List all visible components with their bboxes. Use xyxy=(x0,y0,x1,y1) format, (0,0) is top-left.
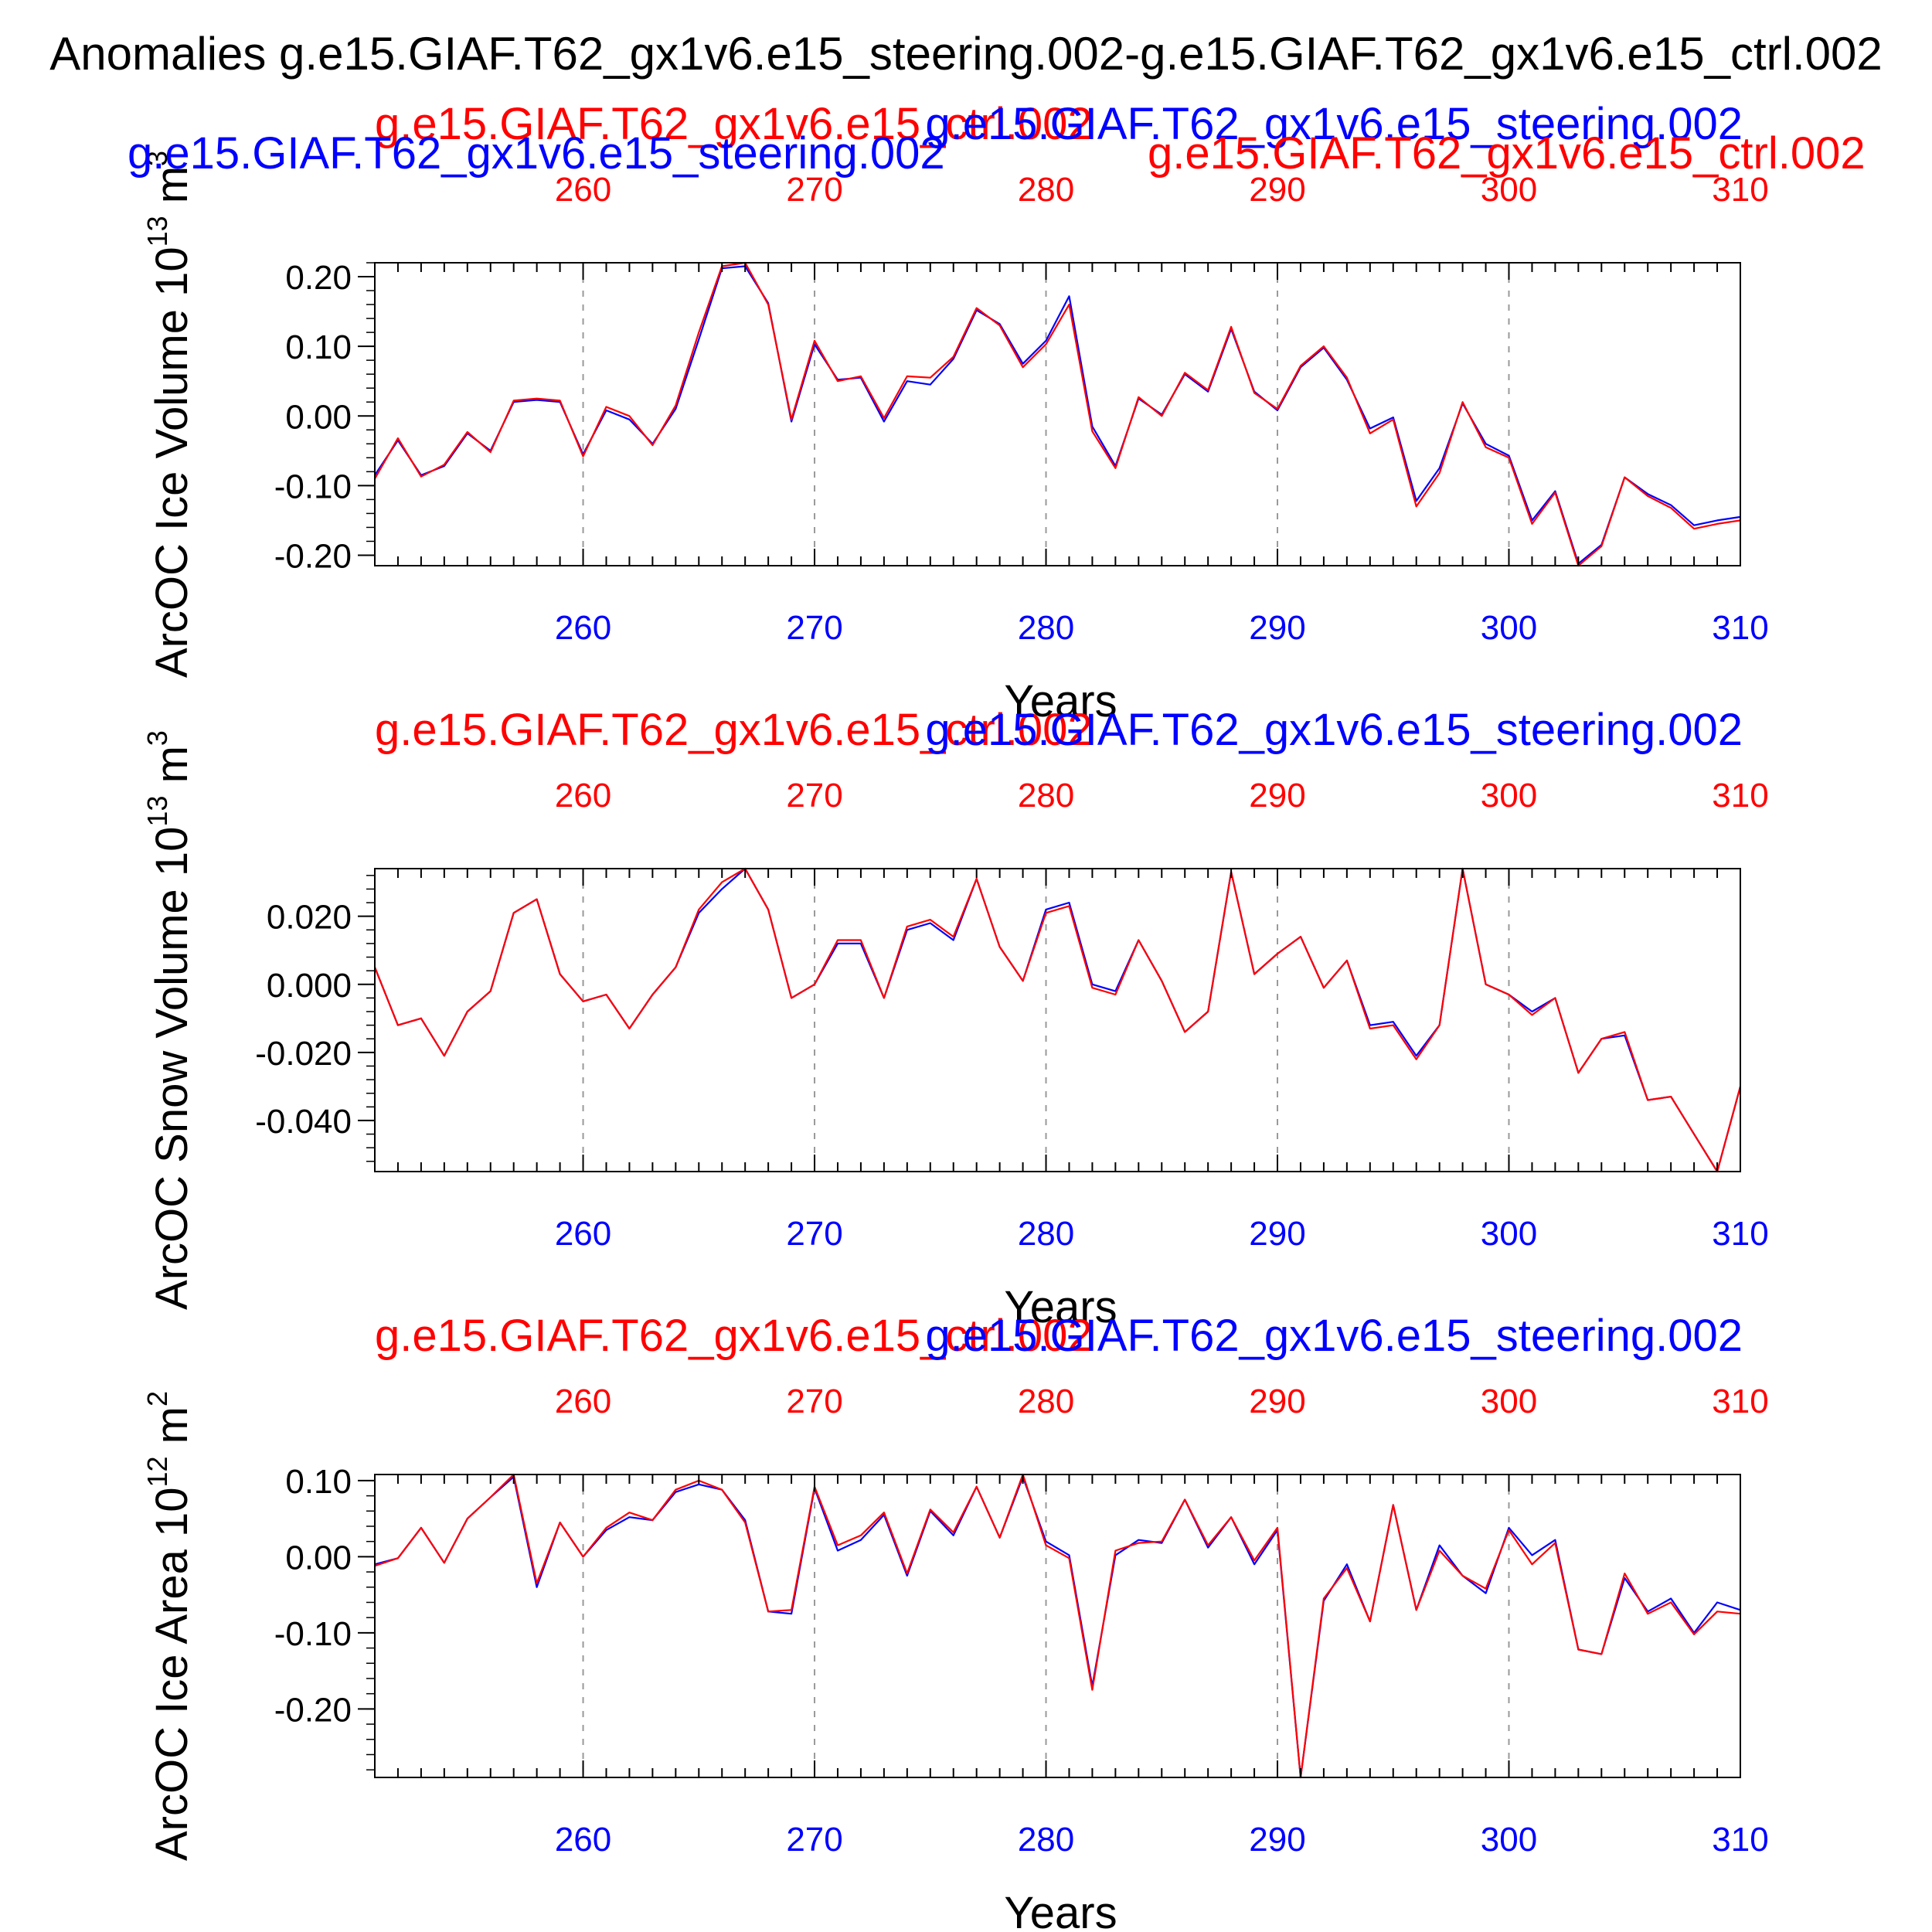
ylabel-unit-exponent: 2 xyxy=(141,1391,173,1406)
ytick-label-1: 0.00 xyxy=(285,1539,352,1577)
xtick-label-top-280: 280 xyxy=(1018,1383,1074,1420)
ylabel-main: ArcOC Snow Volume 10 xyxy=(147,827,197,1310)
ytick-label-1: 0.10 xyxy=(285,328,352,366)
ylabel-unit: m xyxy=(147,166,197,216)
ylabel-exponent: 13 xyxy=(141,216,173,247)
ytick-label-1: 0.000 xyxy=(267,967,352,1005)
xtick-label-bottom-270: 270 xyxy=(786,1215,842,1253)
series-label-exp-extra: g.e15.GIAF.T62_gx1v6.e15_steering.002 xyxy=(128,128,945,179)
xtick-label-bottom-290: 290 xyxy=(1249,1821,1305,1859)
ytick-label-3: -0.040 xyxy=(255,1103,352,1141)
panel-ice-volume: 0.20 0.10 0.00 -0.10 -0.20 260 260 270 270 280 280… xyxy=(128,99,1866,726)
xtick-label-bottom-300: 300 xyxy=(1481,1215,1537,1253)
xtick-label-top-270: 270 xyxy=(786,777,842,815)
ytick-label-2: -0.10 xyxy=(274,1615,352,1653)
xtick-label-top-290: 290 xyxy=(1249,1383,1305,1420)
ylabel-snow-volume: ArcOC Snow Volume 1013 m3 xyxy=(141,730,197,1310)
xtick-label-top-300: 300 xyxy=(1481,777,1537,815)
xtick-label-top-260: 260 xyxy=(555,171,611,209)
series-label-ctrl-snow-volume: g.e15.GIAF.T62_gx1v6.e15_ctrl.002 xyxy=(375,705,1093,755)
series-line-ctrl-ice-area xyxy=(374,1473,1741,1779)
ytick-label-0: 0.20 xyxy=(285,259,352,297)
series-label-ctrl-ice-volume: g.e15.GIAF.T62_gx1v6.e15_ctrl.002 xyxy=(375,99,1093,149)
ylabel-main: ArcOC Ice Volume 10 xyxy=(147,247,197,678)
xtick-label-top-270: 270 xyxy=(786,171,842,209)
plot-frame-ice-volume xyxy=(374,262,1741,566)
ytick-label-2: 0.00 xyxy=(285,398,352,436)
xtick-label-top-280: 280 xyxy=(1018,777,1074,815)
ylabel-main: ArcOC Ice Area 10 xyxy=(147,1487,197,1861)
xlabel-snow-volume: Years xyxy=(1004,1282,1117,1332)
xtick-label-bottom-300: 300 xyxy=(1481,609,1537,647)
xtick-label-bottom-290: 290 xyxy=(1249,1215,1305,1253)
plot-frame-ice-area xyxy=(374,1474,1741,1778)
series-label-exp-ice-area: g.e15.GIAF.T62_gx1v6.e15_steering.002 xyxy=(925,1311,1743,1361)
xtick-label-bottom-280: 280 xyxy=(1018,609,1074,647)
xtick-label-bottom-300: 300 xyxy=(1481,1821,1537,1859)
figure-title: Anomalies g.e15.GIAF.T62_gx1v6.e15_steer… xyxy=(49,28,1883,80)
xtick-label-bottom-310: 310 xyxy=(1712,1821,1768,1859)
xlabel-ice-area: Years xyxy=(1004,1888,1117,1932)
xtick-label-bottom-290: 290 xyxy=(1249,609,1305,647)
xtick-label-bottom-310: 310 xyxy=(1712,1215,1768,1253)
xtick-label-top-260: 260 xyxy=(555,1383,611,1420)
xtick-label-top-310: 310 xyxy=(1712,171,1768,209)
xtick-label-top-300: 300 xyxy=(1481,171,1537,209)
ytick-label-2: -0.020 xyxy=(255,1035,352,1073)
xtick-label-bottom-270: 270 xyxy=(786,1821,842,1859)
series-label-exp-snow-volume: g.e15.GIAF.T62_gx1v6.e15_steering.002 xyxy=(925,705,1743,755)
series-label-exp-ice-volume: g.e15.GIAF.T62_gx1v6.e15_steering.002 xyxy=(925,99,1743,149)
panels: 0.20 0.10 0.00 -0.10 -0.20 260 260 270 270 280 280… xyxy=(128,99,1866,1932)
panel-ice-area: 0.10 0.00 -0.10 -0.20 260 260 270 270 280 280 290 2… xyxy=(141,1311,1769,1932)
ytick-label-3: -0.10 xyxy=(274,468,352,505)
series-line-exp-ice-area xyxy=(374,1475,1741,1779)
xtick-label-bottom-310: 310 xyxy=(1712,609,1768,647)
xlabel-ice-volume: Years xyxy=(1004,676,1117,726)
ylabel-unit: m xyxy=(147,1406,197,1456)
xtick-label-top-290: 290 xyxy=(1249,777,1305,815)
xtick-label-bottom-280: 280 xyxy=(1018,1821,1074,1859)
ytick-label-0: 0.10 xyxy=(285,1463,352,1501)
ylabel-unit-exponent: 3 xyxy=(141,151,173,166)
xtick-label-top-300: 300 xyxy=(1481,1383,1537,1420)
ylabel-ice-volume: ArcOC Ice Volume 1013 m3 xyxy=(141,151,197,678)
xtick-label-top-260: 260 xyxy=(555,777,611,815)
xtick-label-top-290: 290 xyxy=(1249,171,1305,209)
ytick-label-3: -0.20 xyxy=(274,1691,352,1729)
xtick-label-top-310: 310 xyxy=(1712,777,1768,815)
xtick-label-bottom-260: 260 xyxy=(555,1821,611,1859)
ytick-label-4: -0.20 xyxy=(274,537,352,575)
xtick-label-top-270: 270 xyxy=(786,1383,842,1420)
xtick-label-bottom-270: 270 xyxy=(786,609,842,647)
xtick-label-bottom-260: 260 xyxy=(555,609,611,647)
xtick-label-bottom-260: 260 xyxy=(555,1215,611,1253)
xtick-label-top-310: 310 xyxy=(1712,1383,1768,1420)
series-label-ctrl-extra: g.e15.GIAF.T62_gx1v6.e15_ctrl.002 xyxy=(1148,128,1866,179)
ylabel-ice-area: ArcOC Ice Area 1012 m2 xyxy=(141,1391,197,1861)
series-line-ctrl-snow-volume xyxy=(373,867,1742,1173)
ylabel-exponent: 12 xyxy=(141,1456,173,1487)
panel-snow-volume: 0.020 0.000 -0.020 -0.040 260 260 270 270 280 280… xyxy=(141,705,1769,1332)
plot-frame-snow-volume xyxy=(374,868,1741,1172)
series-line-exp-snow-volume xyxy=(373,867,1742,1173)
ylabel-exponent: 13 xyxy=(141,796,173,827)
ylabel-unit: m xyxy=(147,746,197,795)
ytick-label-0: 0.020 xyxy=(267,899,352,937)
series-label-ctrl-ice-area: g.e15.GIAF.T62_gx1v6.e15_ctrl.002 xyxy=(375,1311,1093,1361)
series-line-ctrl-ice-volume xyxy=(374,261,1741,567)
xtick-label-bottom-280: 280 xyxy=(1018,1215,1074,1253)
xtick-label-top-280: 280 xyxy=(1018,171,1074,209)
ylabel-unit-exponent: 3 xyxy=(141,730,173,746)
